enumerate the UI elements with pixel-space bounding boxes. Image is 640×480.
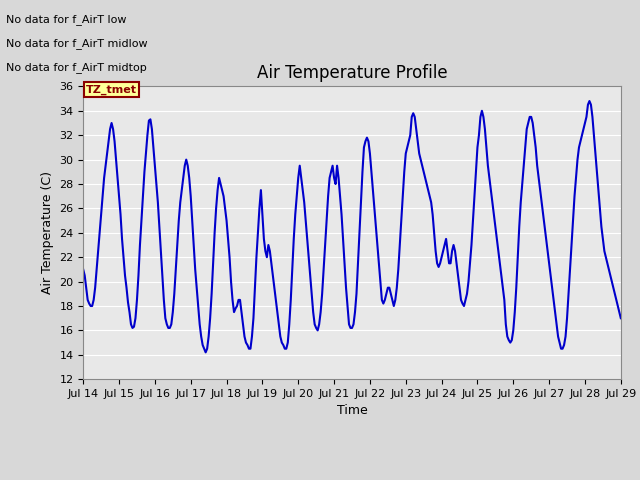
Y-axis label: Air Temperature (C): Air Temperature (C) [41, 171, 54, 294]
Text: TZ_tmet: TZ_tmet [86, 84, 137, 95]
Text: No data for f_AirT midlow: No data for f_AirT midlow [6, 38, 148, 49]
Text: No data for f_AirT low: No data for f_AirT low [6, 14, 127, 25]
Title: Air Temperature Profile: Air Temperature Profile [257, 64, 447, 82]
Text: No data for f_AirT midtop: No data for f_AirT midtop [6, 62, 147, 73]
X-axis label: Time: Time [337, 405, 367, 418]
